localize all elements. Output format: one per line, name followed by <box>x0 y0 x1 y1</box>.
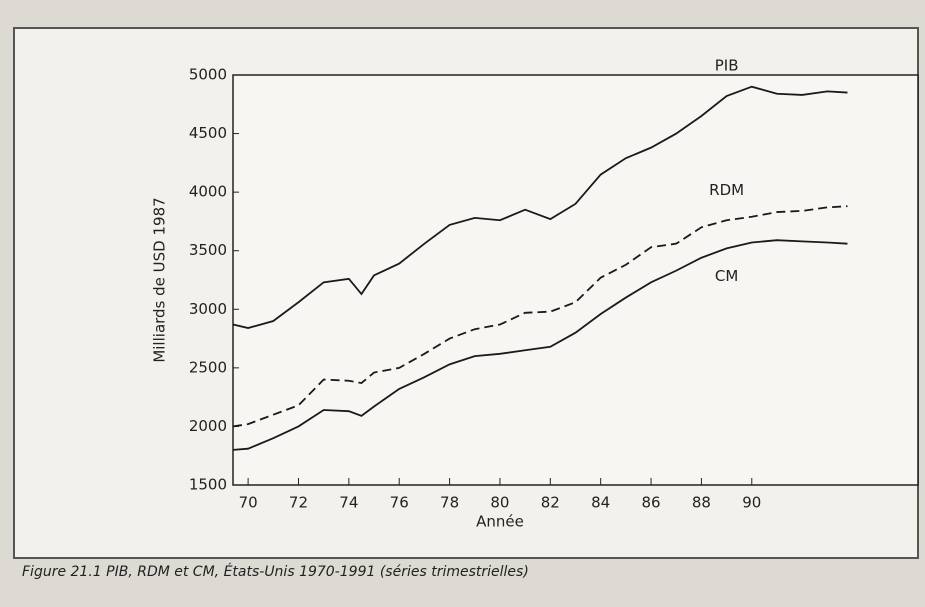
y-tick-label: 2000 <box>189 417 227 435</box>
caption: Figure 21.1 PIB, RDM et CM, États-Unis 1… <box>22 563 529 580</box>
x-tick-label: 84 <box>591 494 610 512</box>
y-axis-label: Milliards de USD 1987 <box>151 197 169 362</box>
x-tick-label: 80 <box>490 494 509 512</box>
y-tick-label: 4000 <box>189 183 227 201</box>
y-tick-label: 3000 <box>189 300 227 318</box>
series-line <box>232 205 848 428</box>
y-tick-label: 5000 <box>189 66 227 84</box>
series-label: PIB <box>715 57 739 75</box>
x-tick-label: 82 <box>541 494 560 512</box>
x-tick-label: 72 <box>289 494 308 512</box>
series-line <box>232 239 848 451</box>
x-tick-label: 74 <box>339 494 358 512</box>
y-tick-label: 2500 <box>189 358 227 376</box>
x-tick-label: 70 <box>239 494 258 512</box>
y-tick-label: 1500 <box>189 476 227 494</box>
x-tick-label: 88 <box>692 494 711 512</box>
series-line <box>232 85 848 329</box>
plot-area <box>232 74 919 486</box>
x-tick-label: 86 <box>642 494 661 512</box>
y-tick-label: 4500 <box>189 124 227 142</box>
x-tick-label: 78 <box>440 494 459 512</box>
x-tick-label: 76 <box>390 494 409 512</box>
y-tick-label: 3500 <box>189 241 227 259</box>
x-tick-label: 90 <box>742 494 761 512</box>
series-label: RDM <box>709 181 744 199</box>
x-axis-label: Année <box>476 513 524 531</box>
series-label: CM <box>715 267 738 285</box>
